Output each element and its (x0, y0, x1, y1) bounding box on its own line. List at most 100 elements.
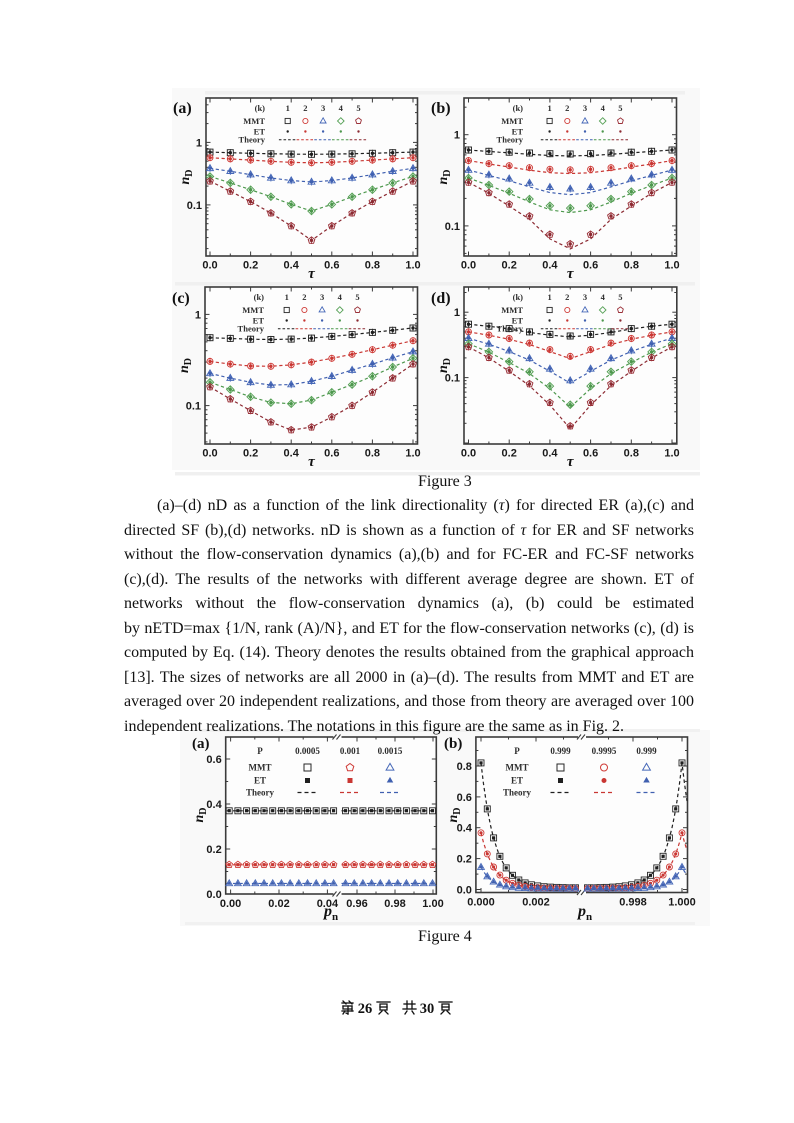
svg-text:3: 3 (583, 292, 587, 302)
svg-text:0.0: 0.0 (202, 260, 217, 272)
svg-text:1: 1 (195, 309, 201, 321)
svg-text:nD: nD (436, 358, 453, 373)
svg-text:(k): (k) (513, 103, 524, 113)
svg-text:1.0: 1.0 (405, 260, 420, 272)
svg-text:0.2: 0.2 (502, 448, 517, 460)
svg-text:0.00: 0.00 (220, 898, 241, 910)
svg-text:1: 1 (454, 307, 460, 319)
svg-text:0.0: 0.0 (206, 889, 221, 901)
svg-text:ET: ET (512, 127, 524, 137)
svg-text:1.000: 1.000 (668, 897, 696, 909)
svg-text:ET: ET (511, 776, 523, 786)
svg-text:0.6: 0.6 (324, 448, 339, 460)
svg-text:nD: nD (177, 358, 194, 373)
svg-text:nD: nD (446, 807, 463, 822)
svg-text:0.6: 0.6 (206, 754, 221, 766)
svg-text:1: 1 (547, 292, 551, 302)
svg-text:1.0: 1.0 (664, 448, 679, 460)
svg-text:30: 30 (420, 1001, 435, 1017)
svg-text:1: 1 (454, 130, 460, 142)
svg-text:0.0: 0.0 (457, 885, 472, 897)
svg-text:0.6: 0.6 (583, 448, 598, 460)
svg-text:0.9995: 0.9995 (592, 746, 617, 756)
svg-text:(a): (a) (173, 100, 192, 117)
svg-text:0.8: 0.8 (457, 761, 472, 773)
svg-text:1: 1 (547, 103, 551, 113)
svg-text:0.999: 0.999 (636, 746, 657, 756)
svg-text:2: 2 (303, 103, 307, 113)
svg-text:MMT: MMT (242, 305, 264, 315)
svg-text:MMT: MMT (249, 763, 272, 773)
svg-text:pn: pn (322, 903, 338, 923)
svg-text:5: 5 (618, 103, 622, 113)
svg-text:0.2: 0.2 (206, 844, 221, 856)
svg-text:0.0005: 0.0005 (295, 746, 320, 756)
svg-text:nD: nD (436, 169, 453, 184)
svg-text:0.0: 0.0 (461, 260, 476, 272)
svg-text:(b): (b) (431, 100, 451, 117)
svg-text:(k): (k) (255, 103, 266, 113)
svg-text:nD: nD (192, 807, 209, 822)
svg-text:5: 5 (355, 292, 359, 302)
svg-text:Theory: Theory (239, 135, 266, 145)
svg-text:0.2: 0.2 (502, 260, 517, 272)
svg-text:ET: ET (254, 776, 266, 786)
svg-text:0.98: 0.98 (384, 898, 405, 910)
svg-text:26: 26 (358, 1001, 373, 1017)
svg-text:4: 4 (338, 292, 343, 302)
svg-text:(c): (c) (172, 290, 190, 307)
svg-text:P: P (514, 746, 520, 756)
svg-text:0.0: 0.0 (202, 448, 217, 460)
svg-text:1.00: 1.00 (422, 898, 443, 910)
svg-text:2: 2 (302, 292, 306, 302)
svg-text:0.4: 0.4 (542, 260, 558, 272)
svg-text:0.2: 0.2 (457, 854, 472, 866)
svg-text:nD: nD (178, 169, 195, 184)
svg-text:0.6: 0.6 (457, 792, 472, 804)
svg-text:0.96: 0.96 (346, 898, 367, 910)
svg-text:2: 2 (565, 103, 569, 113)
svg-text:0.002: 0.002 (522, 897, 550, 909)
svg-text:ET: ET (253, 316, 265, 326)
svg-text:τ: τ (308, 454, 316, 470)
svg-text:0.998: 0.998 (619, 897, 647, 909)
svg-text:0.1: 0.1 (445, 373, 460, 385)
svg-text:0.2: 0.2 (243, 260, 258, 272)
svg-text:0.1: 0.1 (187, 200, 202, 212)
svg-text:MMT: MMT (501, 116, 523, 126)
svg-text:2: 2 (565, 292, 569, 302)
svg-text:3: 3 (320, 292, 324, 302)
svg-text:(d): (d) (431, 290, 451, 307)
svg-text:(a): (a) (192, 736, 210, 752)
svg-text:Theory: Theory (497, 135, 524, 145)
svg-text:ET: ET (512, 316, 524, 326)
svg-text:0.8: 0.8 (624, 260, 639, 272)
svg-text:4: 4 (339, 103, 344, 113)
svg-text:ET: ET (254, 127, 266, 137)
svg-text:0.02: 0.02 (268, 898, 289, 910)
svg-text:4: 4 (601, 103, 606, 113)
svg-text:τ: τ (308, 266, 316, 282)
svg-text:Theory: Theory (497, 324, 524, 334)
svg-text:5: 5 (618, 292, 622, 302)
svg-text:(k): (k) (254, 292, 265, 302)
svg-text:0.2: 0.2 (243, 448, 258, 460)
svg-text:0.4: 0.4 (542, 448, 558, 460)
svg-text:0.0: 0.0 (461, 448, 476, 460)
svg-text:0.6: 0.6 (583, 260, 598, 272)
svg-text:3: 3 (583, 103, 587, 113)
svg-text:1: 1 (285, 292, 289, 302)
svg-text:0.8: 0.8 (365, 448, 380, 460)
svg-text:0.8: 0.8 (624, 448, 639, 460)
svg-text:1.0: 1.0 (405, 448, 420, 460)
svg-text:(b): (b) (444, 736, 462, 752)
svg-text:0.04: 0.04 (317, 898, 339, 910)
svg-text:0.0015: 0.0015 (378, 746, 403, 756)
svg-text:3: 3 (321, 103, 325, 113)
svg-text:τ: τ (567, 266, 575, 282)
svg-text:0.4: 0.4 (284, 448, 300, 460)
svg-text:5: 5 (356, 103, 360, 113)
svg-text:4: 4 (601, 292, 606, 302)
svg-text:0.8: 0.8 (365, 260, 380, 272)
svg-text:1: 1 (286, 103, 290, 113)
